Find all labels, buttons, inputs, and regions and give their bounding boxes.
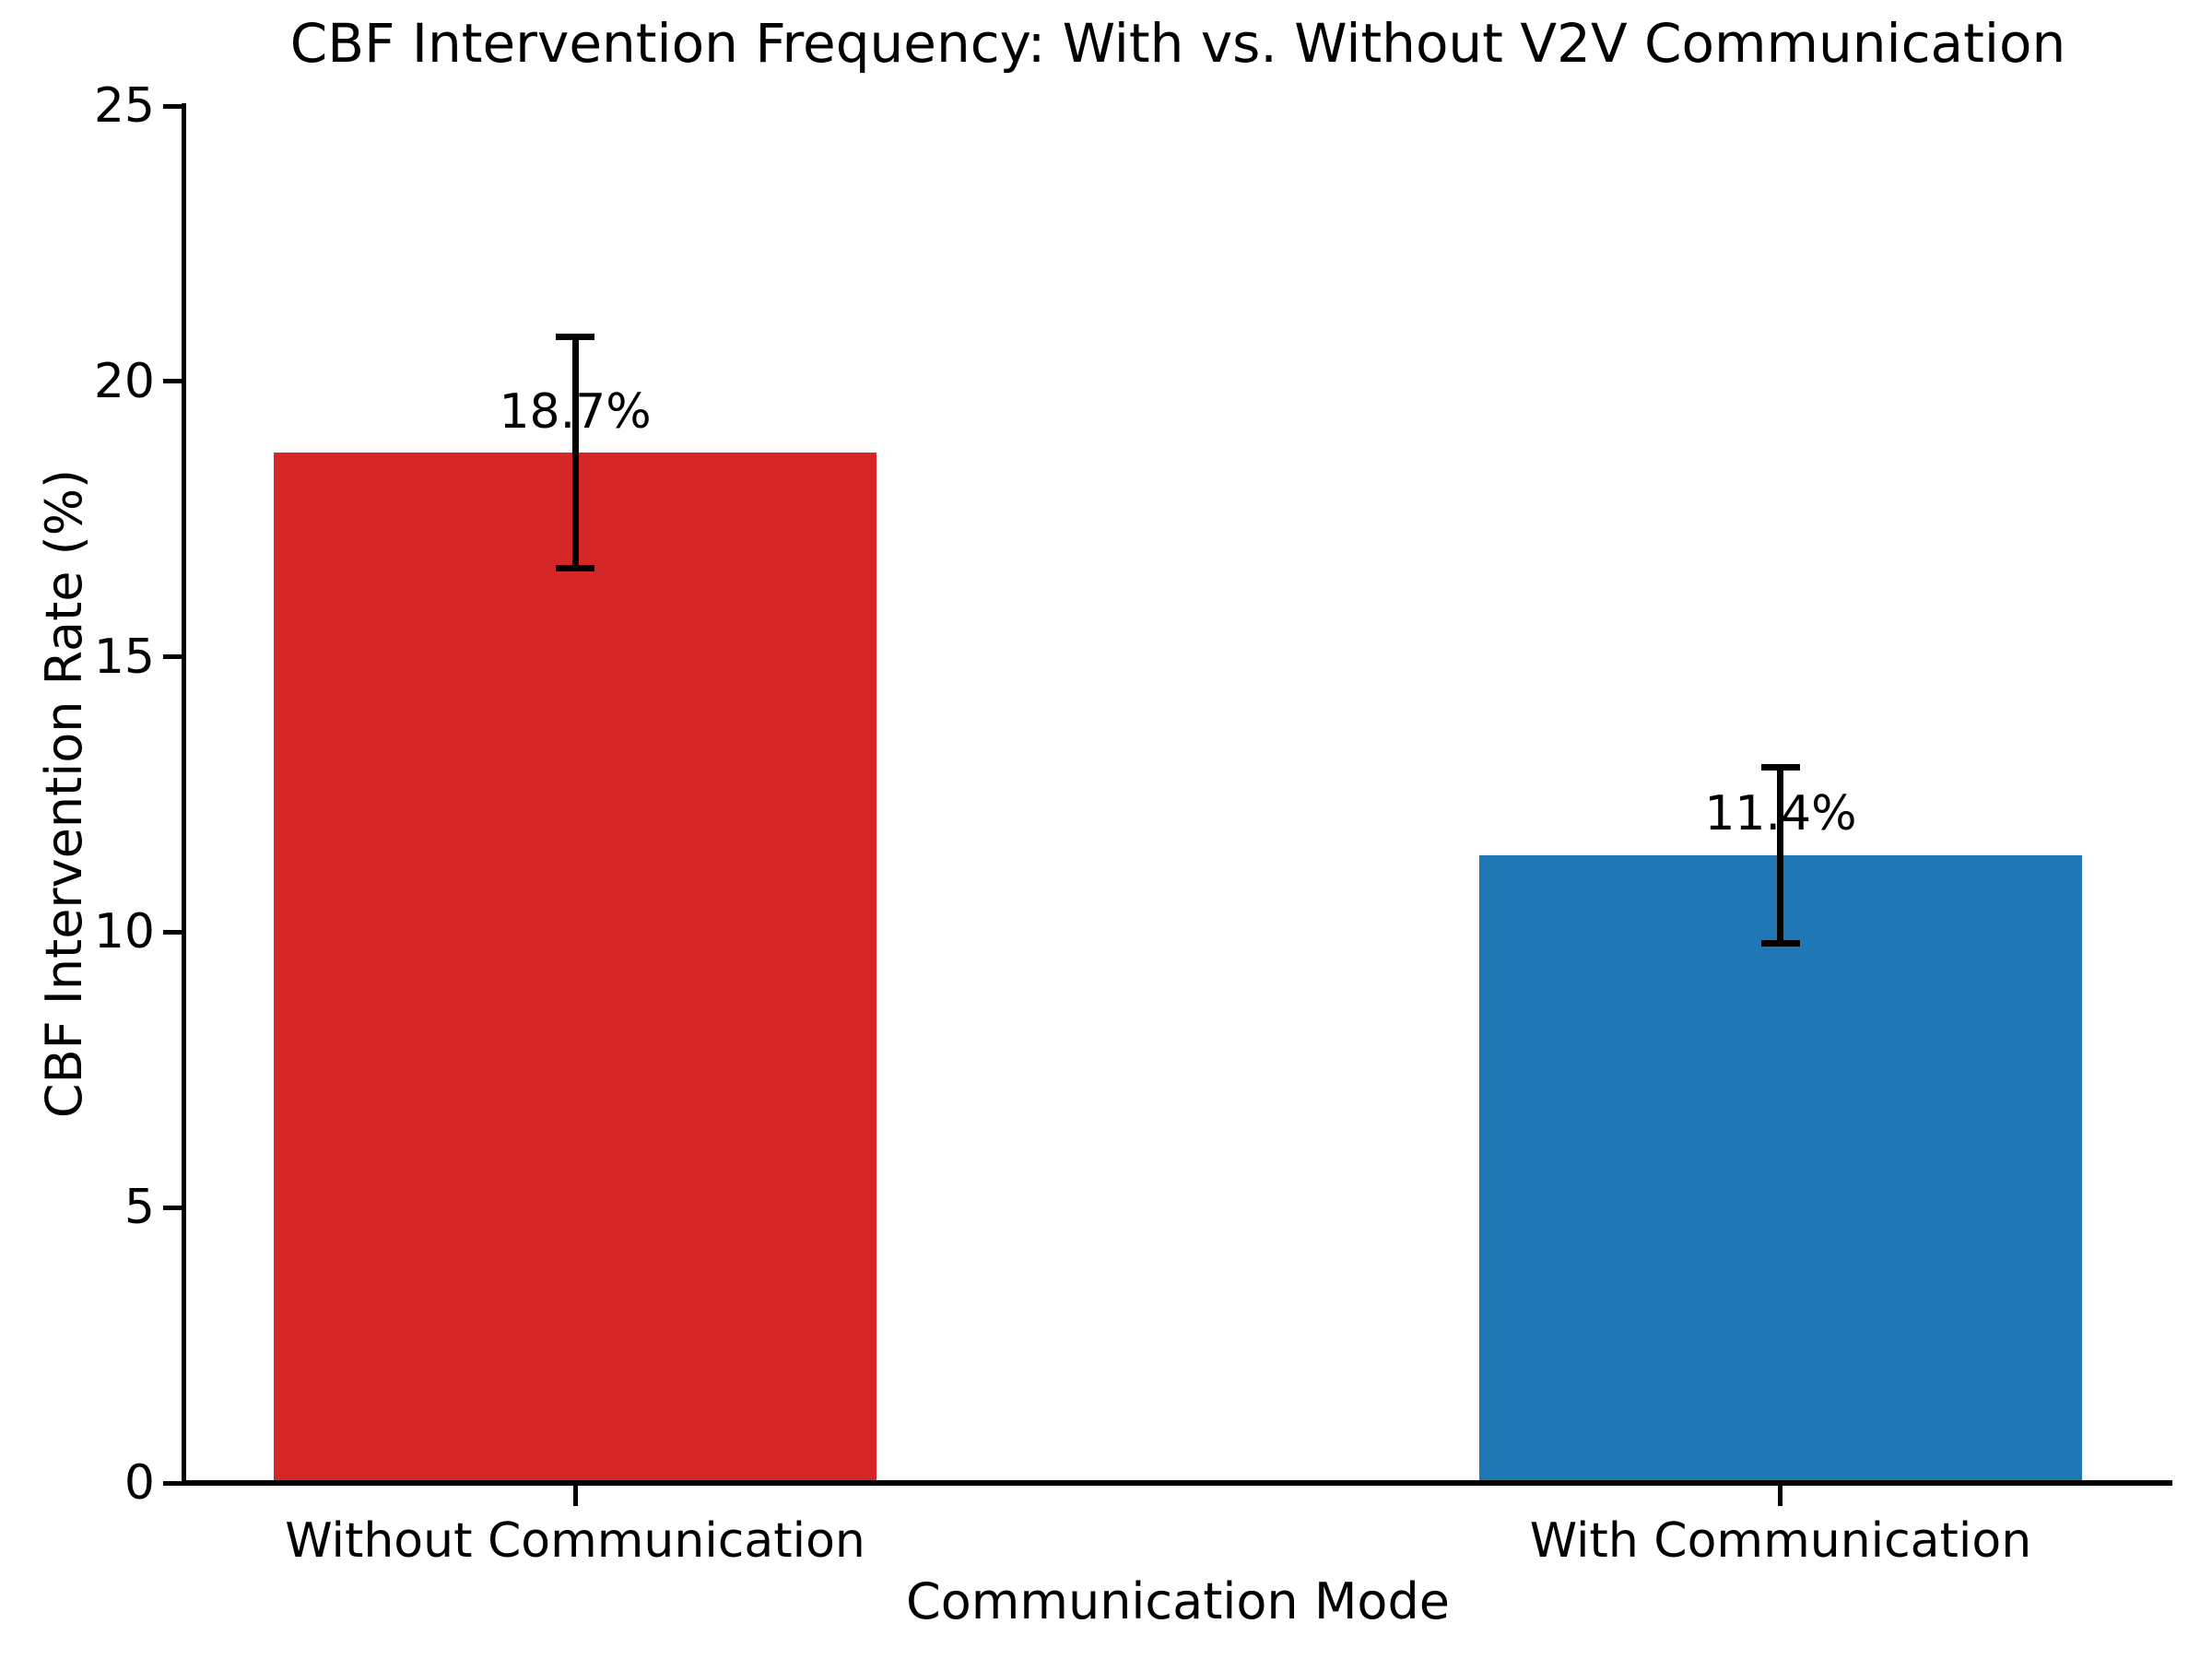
y-tick-mark [163, 379, 183, 384]
y-tick-mark [163, 1480, 183, 1486]
x-axis-label: Communication Mode [906, 1572, 1450, 1630]
y-tick-mark [163, 1205, 183, 1210]
y-tick-label: 15 [93, 629, 155, 685]
bar-with-communication [1478, 854, 2082, 1483]
x-tick-mark [572, 1486, 578, 1506]
y-axis-spine [182, 103, 186, 1486]
y-tick-mark [163, 103, 183, 109]
error-bar-line [571, 336, 579, 569]
error-bar-cap-top [1760, 763, 1800, 771]
x-tick-label: With Communication [1529, 1513, 2032, 1569]
y-tick-label: 25 [93, 78, 155, 134]
y-tick-label: 20 [93, 353, 155, 409]
y-tick-label: 10 [93, 904, 155, 960]
chart-title: CBF Intervention Frequency: With vs. Wit… [289, 12, 2066, 75]
y-tick-label: 5 [124, 1180, 155, 1236]
bar-value-label: 11.4% [1704, 785, 1857, 841]
bar-value-label: 18.7% [499, 383, 652, 440]
error-bar-cap-bottom [1760, 939, 1800, 947]
error-bar-cap-bottom [556, 565, 595, 572]
y-tick-mark [163, 929, 183, 935]
error-bar-cap-top [556, 334, 595, 341]
x-axis-spine [182, 1480, 2172, 1486]
error-bar-line [1777, 767, 1784, 944]
bar-without-communication [274, 453, 877, 1483]
y-tick-label: 0 [124, 1455, 155, 1511]
x-tick-mark [1778, 1486, 1783, 1506]
y-tick-mark [163, 654, 183, 660]
x-tick-label: Without Communication [285, 1513, 865, 1569]
